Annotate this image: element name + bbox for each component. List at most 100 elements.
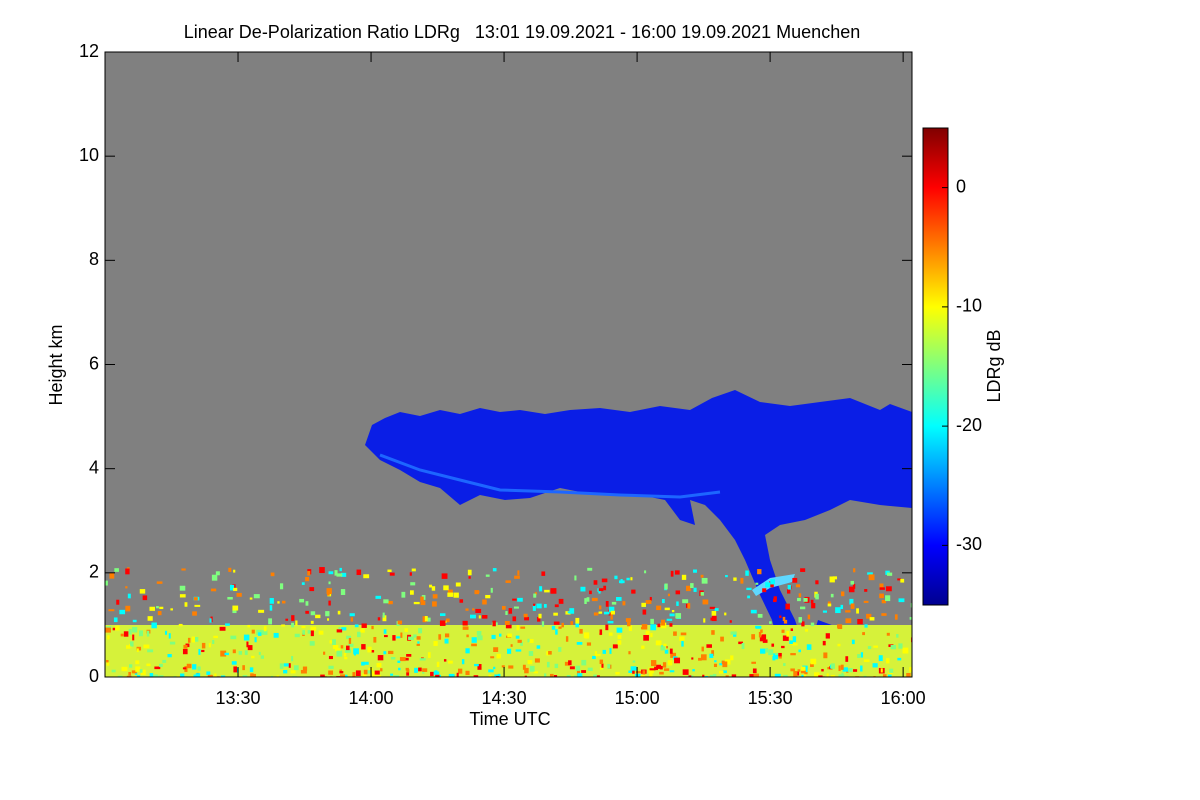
x-tick-label: 16:00 bbox=[881, 688, 926, 708]
speckle bbox=[711, 610, 717, 616]
speckle bbox=[113, 617, 118, 623]
speckle bbox=[669, 613, 675, 617]
speckle bbox=[603, 585, 607, 591]
speckle bbox=[538, 613, 542, 619]
speckle bbox=[505, 624, 512, 629]
speckle bbox=[898, 598, 905, 603]
speckle bbox=[383, 629, 387, 634]
speckle bbox=[682, 669, 689, 675]
speckle bbox=[593, 580, 598, 585]
speckle bbox=[681, 574, 687, 580]
speckle bbox=[814, 672, 820, 677]
speckle bbox=[835, 607, 841, 614]
speckle bbox=[752, 668, 757, 674]
colorbar-tick-label: 0 bbox=[956, 176, 966, 196]
speckle bbox=[781, 629, 785, 633]
speckle bbox=[401, 591, 406, 598]
speckle bbox=[332, 639, 336, 646]
speckle bbox=[561, 622, 564, 628]
speckle bbox=[361, 661, 365, 666]
speckle bbox=[430, 671, 434, 677]
speckle bbox=[269, 598, 274, 604]
speckle bbox=[437, 676, 442, 677]
speckle bbox=[787, 584, 791, 590]
speckle bbox=[598, 605, 602, 610]
speckle bbox=[273, 632, 279, 638]
speckle bbox=[125, 568, 130, 575]
speckle bbox=[406, 669, 410, 673]
speckle bbox=[355, 670, 361, 677]
speckle bbox=[800, 666, 806, 671]
speckle bbox=[432, 601, 437, 607]
speckle bbox=[501, 605, 506, 610]
speckle bbox=[579, 628, 583, 634]
speckle bbox=[230, 635, 237, 640]
speckle bbox=[291, 615, 295, 621]
speckle bbox=[573, 675, 578, 677]
speckle bbox=[664, 649, 669, 654]
speckle bbox=[720, 636, 724, 642]
speckle bbox=[558, 598, 564, 604]
speckle bbox=[669, 623, 673, 627]
speckle bbox=[805, 628, 809, 632]
speckle bbox=[787, 588, 791, 594]
speckle bbox=[553, 612, 558, 616]
speckle bbox=[649, 671, 653, 677]
speckle bbox=[191, 636, 195, 643]
speckle bbox=[800, 606, 806, 610]
speckle bbox=[757, 569, 762, 575]
speckle bbox=[760, 648, 766, 654]
x-tick-label: 14:00 bbox=[349, 688, 394, 708]
speckle bbox=[167, 654, 172, 658]
speckle bbox=[142, 595, 148, 601]
speckle bbox=[210, 588, 217, 592]
speckle bbox=[669, 670, 675, 673]
speckle bbox=[587, 667, 593, 671]
speckle bbox=[609, 648, 612, 654]
speckle bbox=[567, 611, 572, 614]
speckle bbox=[242, 665, 245, 671]
speckle bbox=[713, 663, 718, 667]
speckle bbox=[492, 568, 497, 572]
speckle bbox=[778, 652, 782, 657]
speckle bbox=[769, 621, 772, 624]
speckle bbox=[107, 635, 110, 640]
speckle bbox=[115, 625, 120, 631]
speckle bbox=[283, 669, 288, 674]
speckle bbox=[533, 671, 539, 674]
speckle bbox=[881, 676, 886, 677]
speckle bbox=[909, 667, 912, 673]
speckle bbox=[610, 614, 613, 620]
speckle bbox=[389, 572, 395, 576]
speckle bbox=[758, 631, 762, 638]
speckle bbox=[881, 599, 886, 604]
speckle bbox=[328, 670, 334, 675]
speckle bbox=[643, 635, 649, 641]
speckle bbox=[693, 569, 697, 573]
colorbar-tick-label: -10 bbox=[956, 296, 982, 316]
speckle bbox=[630, 666, 637, 671]
speckle bbox=[325, 611, 330, 617]
speckle bbox=[281, 624, 285, 627]
speckle bbox=[863, 675, 867, 677]
speckle bbox=[546, 661, 550, 668]
speckle bbox=[371, 671, 376, 677]
speckle bbox=[656, 664, 662, 669]
speckle bbox=[676, 601, 679, 606]
speckle bbox=[549, 673, 554, 677]
speckle bbox=[404, 628, 408, 632]
speckle bbox=[864, 589, 868, 592]
speckle bbox=[569, 608, 575, 614]
speckle bbox=[258, 609, 265, 613]
speckle bbox=[374, 670, 380, 675]
speckle bbox=[465, 670, 470, 676]
speckle bbox=[536, 603, 542, 609]
speckle bbox=[650, 624, 657, 631]
speckle bbox=[517, 570, 520, 576]
speckle bbox=[215, 571, 220, 576]
speckle bbox=[494, 674, 499, 677]
speckle bbox=[475, 608, 482, 613]
cloud-layer bbox=[365, 390, 912, 665]
speckle bbox=[340, 589, 346, 595]
speckle bbox=[762, 588, 767, 593]
